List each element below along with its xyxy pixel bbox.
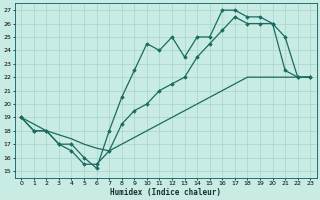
X-axis label: Humidex (Indice chaleur): Humidex (Indice chaleur) — [110, 188, 221, 197]
